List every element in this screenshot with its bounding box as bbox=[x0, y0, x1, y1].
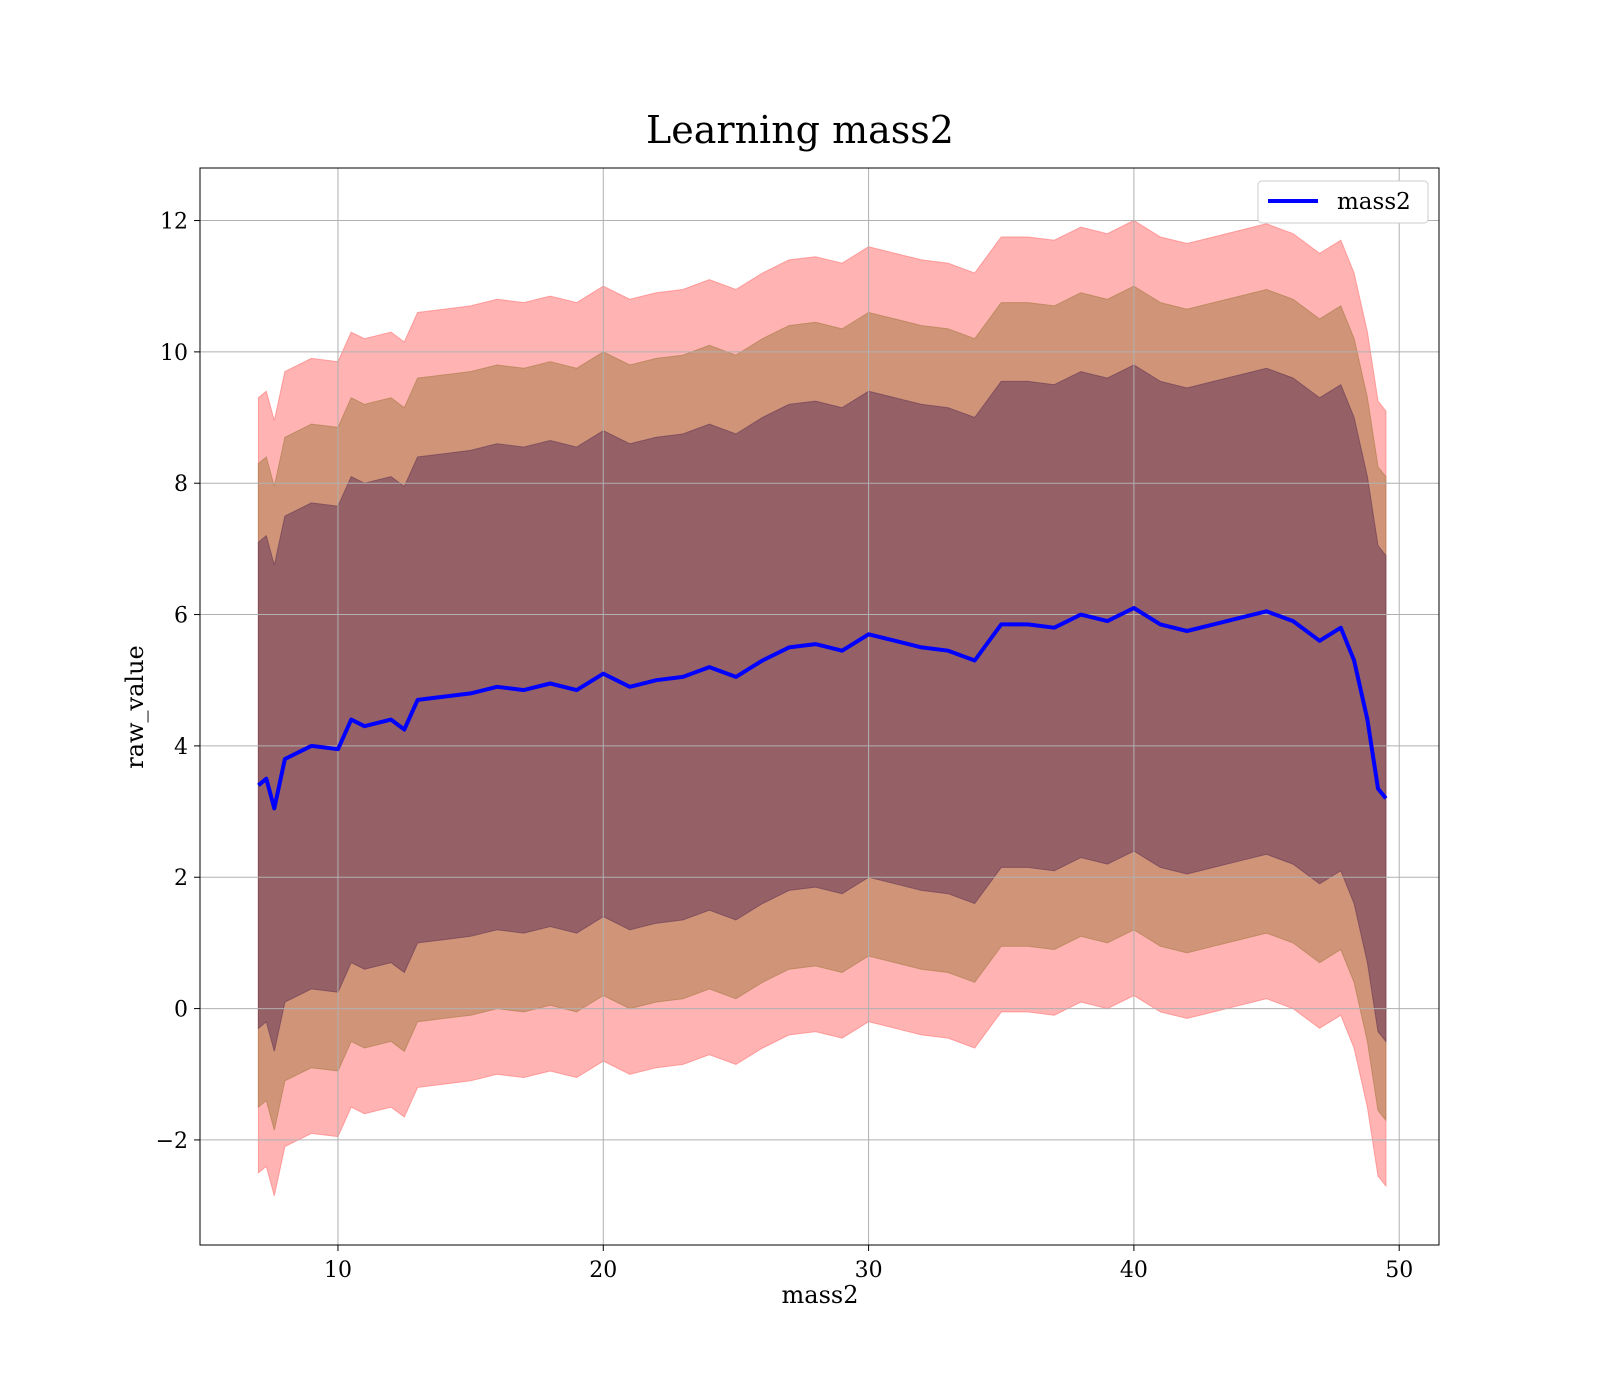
y-tick-label: 12 bbox=[160, 210, 188, 235]
x-tick-label: 50 bbox=[1385, 1258, 1413, 1283]
x-tick-label: 40 bbox=[1120, 1258, 1148, 1283]
y-tick-label: 6 bbox=[174, 604, 188, 629]
legend-entry-mass2: mass2 bbox=[1337, 189, 1411, 215]
series-lines bbox=[257, 606, 1388, 811]
y-tick-label: −2 bbox=[156, 1129, 188, 1154]
y-tick-label: 2 bbox=[174, 866, 188, 891]
y-tick-label: 4 bbox=[174, 735, 188, 760]
grid-lines bbox=[200, 168, 1439, 1245]
chart-title: Learning mass2 bbox=[646, 108, 954, 152]
y-tick-label: 8 bbox=[174, 472, 188, 497]
x-tick-label: 30 bbox=[855, 1258, 883, 1283]
plot-frame bbox=[199, 167, 1440, 1246]
x-axis-label: mass2 bbox=[782, 1281, 859, 1309]
y-tick-label: 0 bbox=[174, 998, 188, 1023]
series-line-mass2 bbox=[257, 606, 1388, 811]
x-tick-label: 20 bbox=[589, 1258, 617, 1283]
x-tick-label: 10 bbox=[324, 1258, 352, 1283]
confidence-bands bbox=[257, 219, 1387, 1196]
legend-box bbox=[1257, 180, 1429, 224]
band-3 bbox=[257, 364, 1387, 1052]
legend: mass2 bbox=[1257, 180, 1429, 224]
y-tick-label: 10 bbox=[160, 341, 188, 366]
x-axis-ticks: 10 20 30 40 50 bbox=[324, 1245, 1413, 1283]
y-axis-label: raw_value bbox=[121, 645, 149, 769]
y-axis-ticks: −2 0 2 4 6 8 10 12 bbox=[156, 210, 200, 1154]
